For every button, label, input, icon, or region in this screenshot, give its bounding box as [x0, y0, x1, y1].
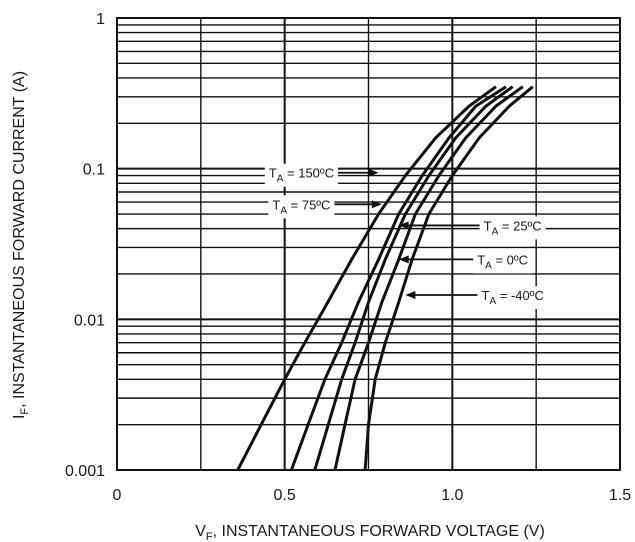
series-curve-0: [236, 85, 497, 471]
series-curve-3: [333, 85, 524, 471]
annotation-box: [479, 216, 546, 240]
annotations: TA = 150ºC TA = 75ºC TA = 25ºC TA = 0ºC TA =…: [264, 163, 548, 310]
annotation-box: [473, 250, 533, 274]
annotation-4: TA = -40ºC: [405, 286, 548, 310]
series-curve-1: [289, 85, 507, 471]
annotation-0: TA = 150ºC: [264, 163, 379, 187]
annotation-arrow-head: [368, 168, 379, 177]
grid: [117, 18, 620, 470]
annotation-arrow-head: [398, 221, 409, 230]
tick-labels: 0 0.5 1.0 1.5 1 0.1 0.01 0.001: [65, 11, 631, 504]
annotation-label: TA = 25ºC: [484, 218, 542, 237]
annotation-arrow-head: [405, 291, 416, 300]
curves: [236, 85, 534, 471]
plot-frame: [116, 17, 621, 471]
y-axis-label: IF, INSTANTANEOUS FORWARD CURRENT (A): [11, 71, 31, 419]
series-curve-2: [313, 85, 514, 471]
annotation-2: TA = 25ºC: [398, 216, 546, 240]
x-tick-label: 1.5: [609, 487, 631, 504]
annotation-label: TA = 150ºC: [269, 166, 334, 185]
annotation-box: [264, 163, 339, 187]
annotation-box: [268, 195, 335, 219]
annotation-label: TA = 75ºC: [272, 197, 330, 216]
y-tick-label: 1: [96, 11, 105, 28]
x-tick-label: 0.5: [274, 487, 296, 504]
y-tick-label: 0.1: [83, 162, 105, 179]
annotation-1: TA = 75ºC: [268, 195, 382, 219]
x-axis-label: VF, INSTANTANEOUS FORWARD VOLTAGE (V): [195, 523, 545, 542]
annotation-label: TA = -40ºC: [482, 288, 544, 307]
y-tick-label: 0.01: [74, 312, 105, 329]
x-tick-label: 1.0: [441, 487, 463, 504]
y-tick-label: 0.001: [65, 463, 105, 480]
x-tick-label: 0: [113, 487, 122, 504]
annotation-arrow-head: [398, 255, 409, 264]
annotation-3: TA = 0ºC: [398, 250, 533, 274]
annotation-box: [477, 286, 548, 310]
annotation-label: TA = 0ºC: [477, 252, 528, 271]
annotation-arrow-head: [371, 200, 382, 209]
